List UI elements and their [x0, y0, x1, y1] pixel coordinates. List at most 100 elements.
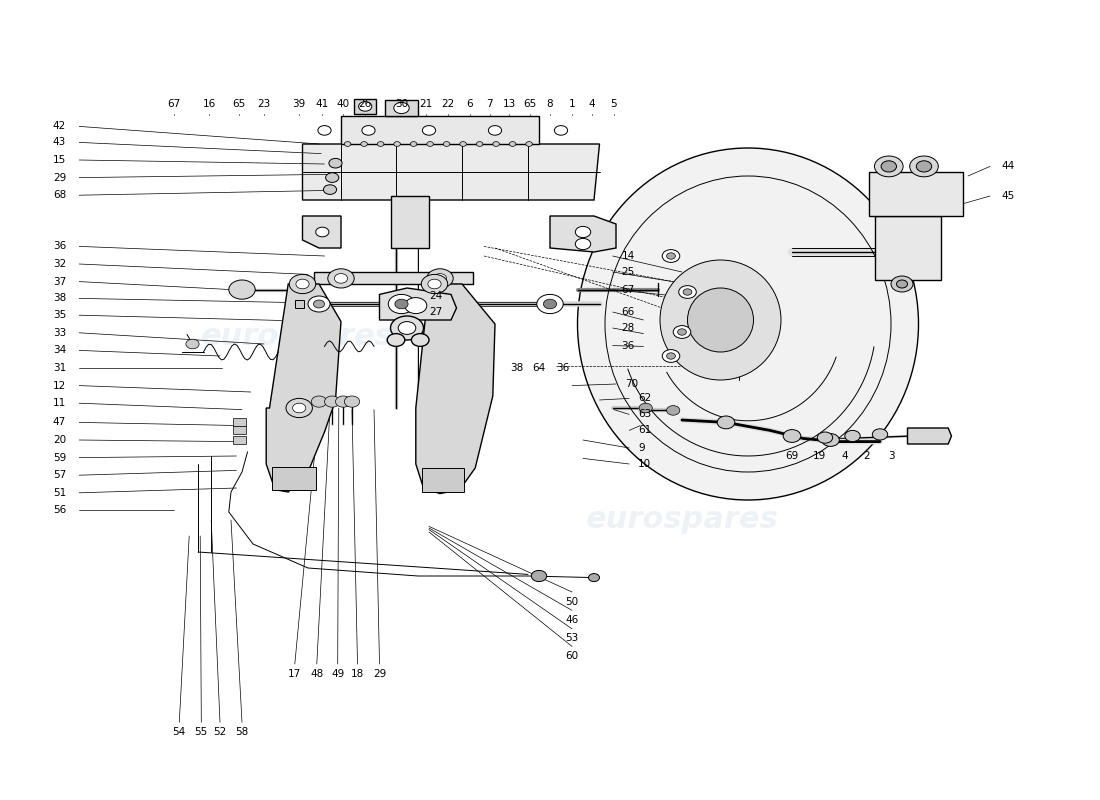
Text: 10: 10: [638, 459, 651, 469]
Text: 35: 35: [53, 310, 66, 320]
Circle shape: [673, 326, 691, 338]
Text: 37: 37: [53, 277, 66, 286]
Circle shape: [428, 279, 441, 289]
Circle shape: [344, 142, 351, 146]
Circle shape: [422, 126, 436, 135]
Text: 62: 62: [638, 394, 651, 403]
Text: 46: 46: [565, 615, 579, 625]
Text: 66: 66: [621, 307, 635, 317]
Text: 2: 2: [864, 451, 870, 461]
Text: 42: 42: [53, 122, 66, 131]
Text: 20: 20: [53, 435, 66, 445]
Circle shape: [817, 432, 833, 443]
Circle shape: [286, 398, 312, 418]
Polygon shape: [390, 196, 429, 248]
Circle shape: [683, 289, 692, 295]
Circle shape: [679, 286, 696, 298]
Text: 69: 69: [785, 451, 799, 461]
Text: 3: 3: [888, 451, 894, 461]
Ellipse shape: [688, 288, 754, 352]
Bar: [272, 467, 316, 490]
Circle shape: [289, 274, 316, 294]
Text: 70: 70: [625, 379, 638, 389]
Circle shape: [316, 227, 329, 237]
Circle shape: [488, 126, 502, 135]
Circle shape: [318, 126, 331, 135]
Text: 13: 13: [503, 99, 516, 109]
Polygon shape: [874, 216, 940, 280]
Circle shape: [395, 299, 408, 309]
Text: 48: 48: [310, 669, 323, 678]
Polygon shape: [266, 284, 341, 492]
Circle shape: [443, 142, 450, 146]
Text: 59: 59: [53, 453, 66, 462]
Text: 16: 16: [202, 99, 216, 109]
Text: 15: 15: [53, 155, 66, 165]
Text: 7: 7: [486, 99, 493, 109]
Circle shape: [476, 142, 483, 146]
Circle shape: [460, 142, 466, 146]
Text: 23: 23: [257, 99, 271, 109]
Text: 61: 61: [638, 426, 651, 435]
Circle shape: [308, 296, 330, 312]
Text: 43: 43: [53, 138, 66, 147]
Polygon shape: [314, 272, 473, 284]
Polygon shape: [354, 99, 376, 114]
Text: 38: 38: [53, 294, 66, 303]
Circle shape: [910, 156, 938, 177]
Circle shape: [293, 403, 306, 413]
Circle shape: [411, 334, 429, 346]
Text: 68: 68: [53, 190, 66, 200]
Circle shape: [433, 274, 447, 283]
Text: 4: 4: [588, 99, 595, 109]
Text: 25: 25: [621, 267, 635, 277]
Circle shape: [678, 329, 686, 335]
Circle shape: [891, 276, 913, 292]
Text: 29: 29: [373, 669, 386, 678]
Text: 57: 57: [53, 470, 66, 480]
Circle shape: [405, 298, 427, 314]
Circle shape: [334, 274, 348, 283]
Circle shape: [314, 300, 324, 308]
Polygon shape: [295, 300, 304, 308]
Text: eurospares: eurospares: [585, 506, 779, 534]
Text: 58: 58: [235, 727, 249, 737]
Circle shape: [229, 280, 255, 299]
Text: 9: 9: [638, 443, 645, 453]
Circle shape: [394, 142, 400, 146]
Circle shape: [881, 161, 896, 172]
Circle shape: [336, 396, 351, 407]
Circle shape: [537, 294, 563, 314]
Text: 64: 64: [532, 363, 546, 373]
Bar: [422, 468, 464, 492]
Text: 44: 44: [1001, 162, 1014, 171]
Text: 1: 1: [569, 99, 575, 109]
Text: 56: 56: [53, 506, 66, 515]
Circle shape: [783, 430, 801, 442]
Text: 31: 31: [53, 363, 66, 373]
Text: 8: 8: [547, 99, 553, 109]
Bar: [869, 172, 962, 216]
Text: 28: 28: [621, 323, 635, 333]
Text: 40: 40: [337, 99, 350, 109]
Circle shape: [667, 353, 675, 359]
Circle shape: [427, 142, 433, 146]
Circle shape: [822, 434, 839, 446]
Circle shape: [311, 396, 327, 407]
Text: 49: 49: [331, 669, 344, 678]
Text: 54: 54: [173, 727, 186, 737]
Circle shape: [896, 280, 907, 288]
Text: 52: 52: [213, 727, 227, 737]
Bar: [233, 436, 246, 444]
Text: 63: 63: [638, 410, 651, 419]
Circle shape: [344, 396, 360, 407]
Polygon shape: [416, 284, 495, 494]
Circle shape: [639, 403, 652, 413]
Text: 5: 5: [610, 99, 617, 109]
Text: 51: 51: [53, 488, 66, 498]
Circle shape: [509, 142, 516, 146]
Circle shape: [916, 161, 932, 172]
Text: 32: 32: [53, 259, 66, 269]
Circle shape: [554, 126, 568, 135]
Circle shape: [359, 102, 372, 111]
